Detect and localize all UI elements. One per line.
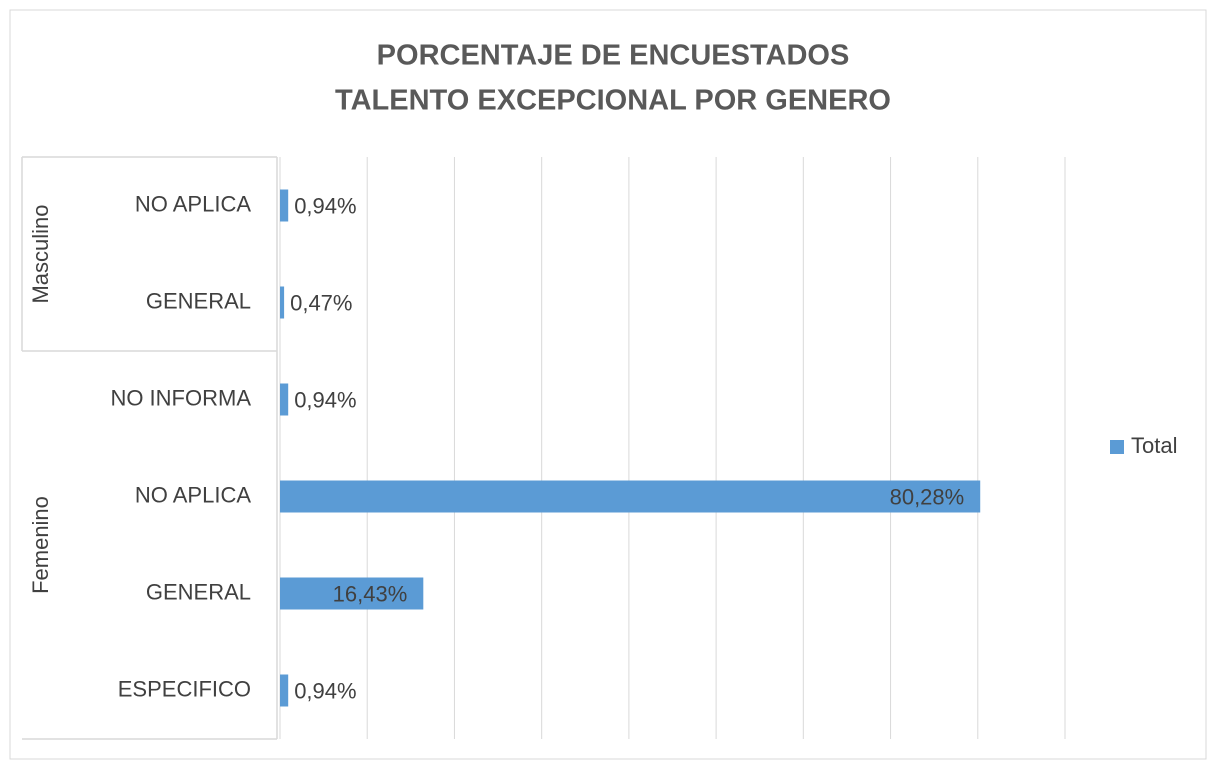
bar: [280, 189, 289, 222]
legend-label: Total: [1131, 433, 1177, 458]
y-tick-label: NO APLICA: [135, 482, 251, 507]
data-label: 0,94%: [294, 387, 356, 412]
chart-border: [9, 9, 1207, 760]
data-label: 16,43%: [333, 581, 408, 606]
chart-subtitle: TALENTO EXCEPCIONAL POR GENERO: [335, 85, 891, 117]
legend-swatch: [1110, 440, 1124, 454]
group-label: Masculino: [28, 204, 53, 303]
y-tick-label: NO INFORMA: [110, 385, 251, 410]
y-tick-label: GENERAL: [146, 288, 251, 313]
chart-title: PORCENTAJE DE ENCUESTADOS: [377, 40, 850, 72]
y-tick-label: GENERAL: [146, 579, 251, 604]
data-label: 0,94%: [294, 193, 356, 218]
y-tick-label: NO APLICA: [135, 191, 251, 216]
bar: [280, 480, 981, 513]
data-label: 0,47%: [290, 290, 352, 315]
bar: [280, 383, 289, 416]
bar: [280, 674, 289, 707]
data-label: 0,94%: [294, 678, 356, 703]
y-tick-label: ESPECIFICO: [118, 676, 251, 701]
bar: [280, 577, 424, 610]
bar: [280, 286, 285, 319]
data-label: 80,28%: [890, 484, 965, 509]
group-label: Femenino: [28, 496, 53, 594]
